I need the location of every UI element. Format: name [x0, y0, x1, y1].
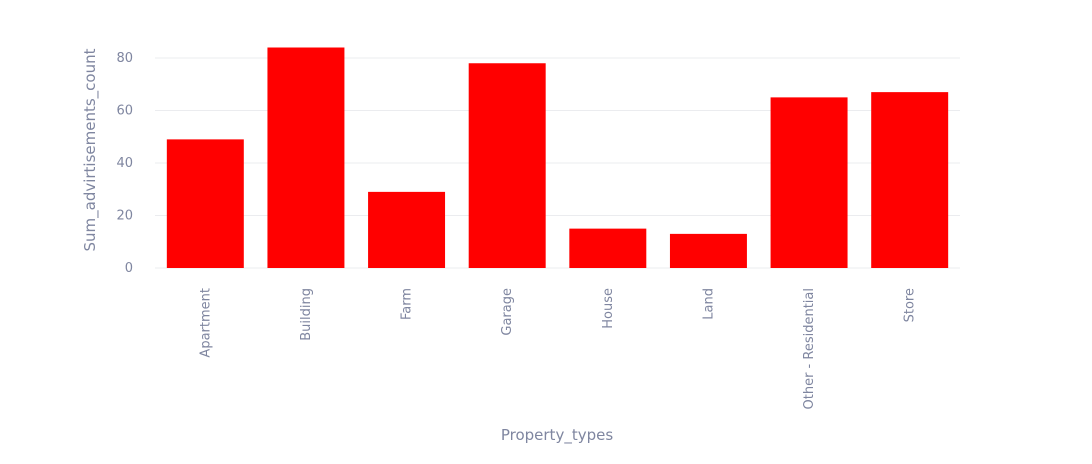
- y-axis-ticks: 0 20 40 60 80: [116, 51, 133, 276]
- y-tick-label: 20: [116, 209, 133, 224]
- bar-store[interactable]: [871, 92, 949, 268]
- x-tick-label: Other - Residential: [802, 288, 817, 409]
- x-tick-label: Land: [701, 288, 716, 320]
- y-tick-label: 40: [116, 156, 133, 171]
- bar-apartment[interactable]: [166, 139, 244, 268]
- x-tick-label: Apartment: [198, 288, 213, 358]
- x-tick-label: Farm: [400, 288, 415, 320]
- x-tick-label: Garage: [500, 288, 515, 336]
- y-tick-label: 0: [125, 261, 133, 276]
- x-tick-label: Store: [903, 288, 918, 322]
- bar-garage[interactable]: [468, 63, 546, 268]
- x-tick-label: Building: [299, 288, 314, 341]
- x-tick-label: House: [601, 288, 616, 329]
- bars: [166, 47, 949, 269]
- bar-farm[interactable]: [368, 191, 446, 268]
- x-axis-title: Property_types: [501, 426, 613, 445]
- y-tick-label: 60: [116, 104, 133, 119]
- bar-building[interactable]: [267, 47, 345, 269]
- y-axis-title: Sum_advirtisements_count: [81, 48, 100, 251]
- bar-land[interactable]: [669, 233, 747, 268]
- x-axis-ticks: Apartment Building Farm Garage House Land Othe…: [198, 288, 917, 409]
- y-tick-label: 80: [116, 51, 133, 66]
- bar-house[interactable]: [569, 228, 647, 268]
- bar-other-residential[interactable]: [770, 97, 848, 268]
